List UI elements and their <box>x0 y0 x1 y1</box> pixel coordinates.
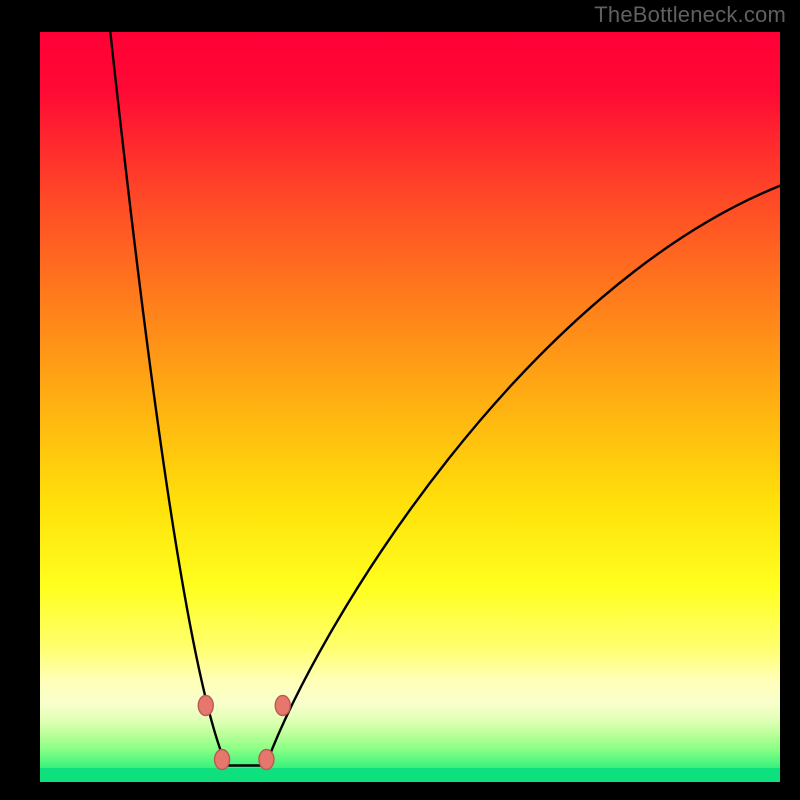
base-green-band <box>40 768 780 782</box>
watermark-text: TheBottleneck.com <box>594 2 786 28</box>
gradient-background <box>40 32 780 782</box>
curve-marker <box>215 750 230 770</box>
chart-svg <box>0 0 800 800</box>
curve-marker <box>275 696 290 716</box>
plot-area <box>40 32 780 782</box>
curve-marker <box>198 696 213 716</box>
chart-stage: TheBottleneck.com <box>0 0 800 800</box>
curve-marker <box>259 750 274 770</box>
